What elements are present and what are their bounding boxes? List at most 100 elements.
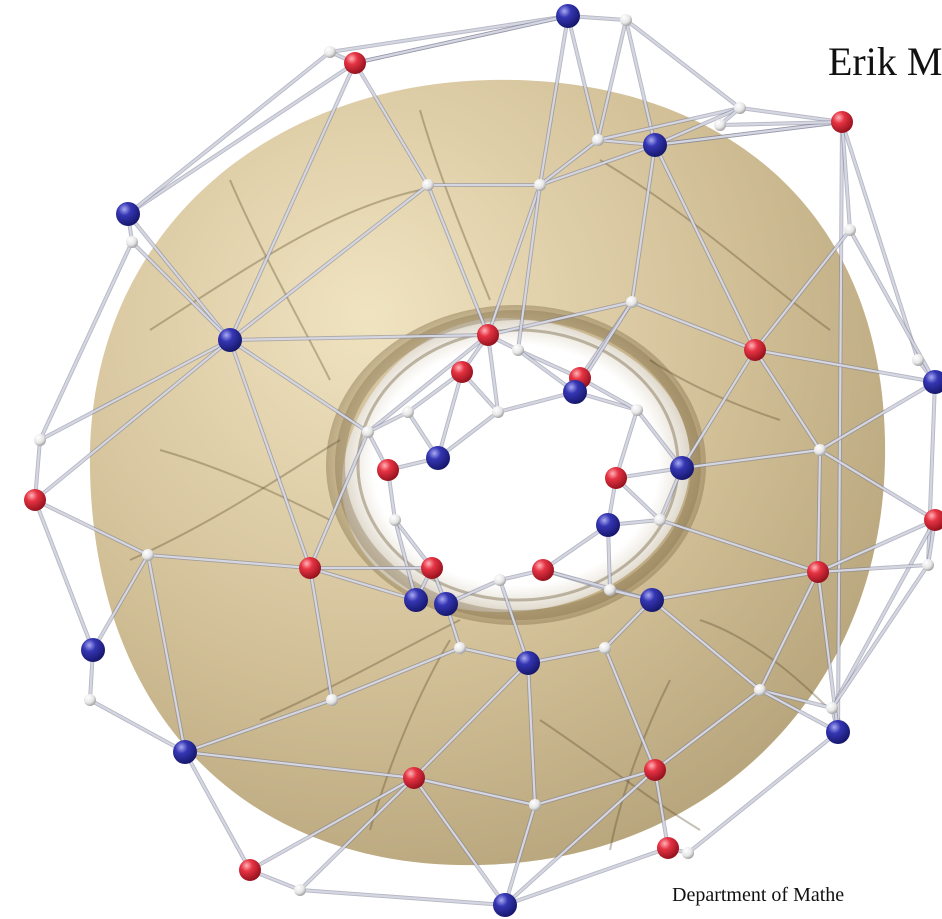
graph-edge — [650, 598, 762, 692]
graph-edge — [758, 688, 834, 710]
graph-edge — [533, 768, 657, 807]
white-vertex — [844, 224, 856, 236]
graph-edge — [330, 646, 462, 702]
graph-edge — [526, 646, 607, 665]
white-vertex — [714, 119, 726, 131]
graph-edge — [183, 750, 416, 780]
graph-edge — [308, 566, 334, 702]
graph-edge — [88, 698, 187, 754]
graph-edge — [686, 730, 840, 855]
blue-vertex — [116, 202, 140, 226]
torus-surface — [89, 79, 886, 866]
blue-vertex — [826, 720, 850, 744]
graph-edge — [624, 18, 742, 110]
graph-edge — [412, 776, 537, 807]
blue-vertex — [434, 592, 458, 616]
department-text: Department of Mathe — [672, 884, 845, 906]
graph-edge — [758, 570, 820, 692]
graph-edge — [38, 338, 232, 442]
graph-edge — [753, 228, 852, 352]
white-vertex — [912, 354, 924, 366]
blue-vertex — [596, 513, 620, 537]
graph-edge — [836, 120, 844, 734]
blue-vertex — [173, 740, 197, 764]
white-vertex — [389, 514, 401, 526]
graph-edge — [653, 120, 844, 147]
white-vertex — [512, 344, 524, 356]
graph-edge — [328, 14, 570, 54]
graph-vertices — [24, 4, 942, 917]
red-vertex — [239, 859, 261, 881]
graph-edge — [538, 138, 600, 187]
graph-edge — [816, 518, 937, 574]
blue-vertex — [516, 651, 540, 675]
graph-edge — [353, 61, 430, 187]
graph-edge — [630, 143, 657, 304]
blue-vertex — [643, 133, 667, 157]
white-vertex — [324, 46, 336, 58]
graph-edge — [33, 498, 95, 652]
graph-edge — [366, 410, 410, 434]
graph-edge — [426, 183, 490, 337]
red-vertex — [744, 339, 766, 361]
red-vertex — [344, 52, 366, 74]
graph-edge — [603, 646, 657, 772]
white-vertex — [682, 847, 694, 859]
graph-edge — [753, 348, 937, 384]
graph-edge — [653, 768, 670, 850]
red-vertex — [657, 837, 679, 859]
graph-edge — [753, 348, 822, 452]
white-vertex — [142, 549, 154, 561]
red-vertex — [403, 767, 425, 789]
graph-edge — [126, 212, 232, 342]
graph-edge — [526, 661, 537, 807]
author-name: Erik M — [828, 39, 942, 84]
graph-edge — [840, 120, 852, 232]
red-vertex — [807, 561, 829, 583]
white-vertex — [734, 102, 746, 114]
graph-edge — [146, 553, 312, 570]
white-vertex — [654, 514, 666, 526]
graph-edge — [91, 553, 150, 652]
graph-edge — [830, 563, 930, 710]
graph-edge — [653, 106, 742, 147]
graph-edge — [614, 408, 639, 480]
graph-edge — [308, 566, 418, 602]
graph-edge — [680, 348, 757, 470]
red-vertex — [451, 361, 473, 383]
red-vertex — [421, 557, 443, 579]
graph-edge — [496, 390, 577, 414]
graph-edge — [130, 240, 232, 342]
blue-vertex — [556, 4, 580, 28]
red-vertex — [24, 489, 46, 511]
red-vertex — [532, 559, 554, 581]
graph-edge — [516, 183, 542, 352]
white-vertex — [362, 426, 374, 438]
blue-vertex — [426, 446, 450, 470]
graph-edge — [412, 776, 507, 907]
graph-edge — [503, 768, 657, 907]
red-vertex — [924, 509, 942, 531]
red-vertex — [299, 557, 321, 579]
red-vertex — [644, 759, 666, 781]
graph-edge — [503, 846, 670, 907]
graph-edge — [298, 776, 416, 892]
white-vertex — [754, 684, 766, 696]
graph-edge — [436, 370, 464, 460]
graph-edge — [33, 338, 232, 502]
white-vertex — [494, 574, 506, 586]
white-vertex — [422, 179, 434, 191]
graph-edge — [830, 518, 937, 710]
graph-edge — [816, 563, 930, 574]
graph-edge — [248, 776, 416, 872]
white-vertex — [626, 296, 638, 308]
graph-edge — [412, 661, 530, 780]
graph-edge — [126, 61, 357, 216]
white-vertex — [454, 642, 466, 654]
graph-edge — [228, 338, 312, 570]
blue-vertex — [404, 588, 428, 612]
white-vertex — [599, 642, 611, 654]
graph-edge — [486, 333, 500, 414]
graph-edge — [33, 498, 150, 557]
graph-edge — [758, 688, 840, 734]
